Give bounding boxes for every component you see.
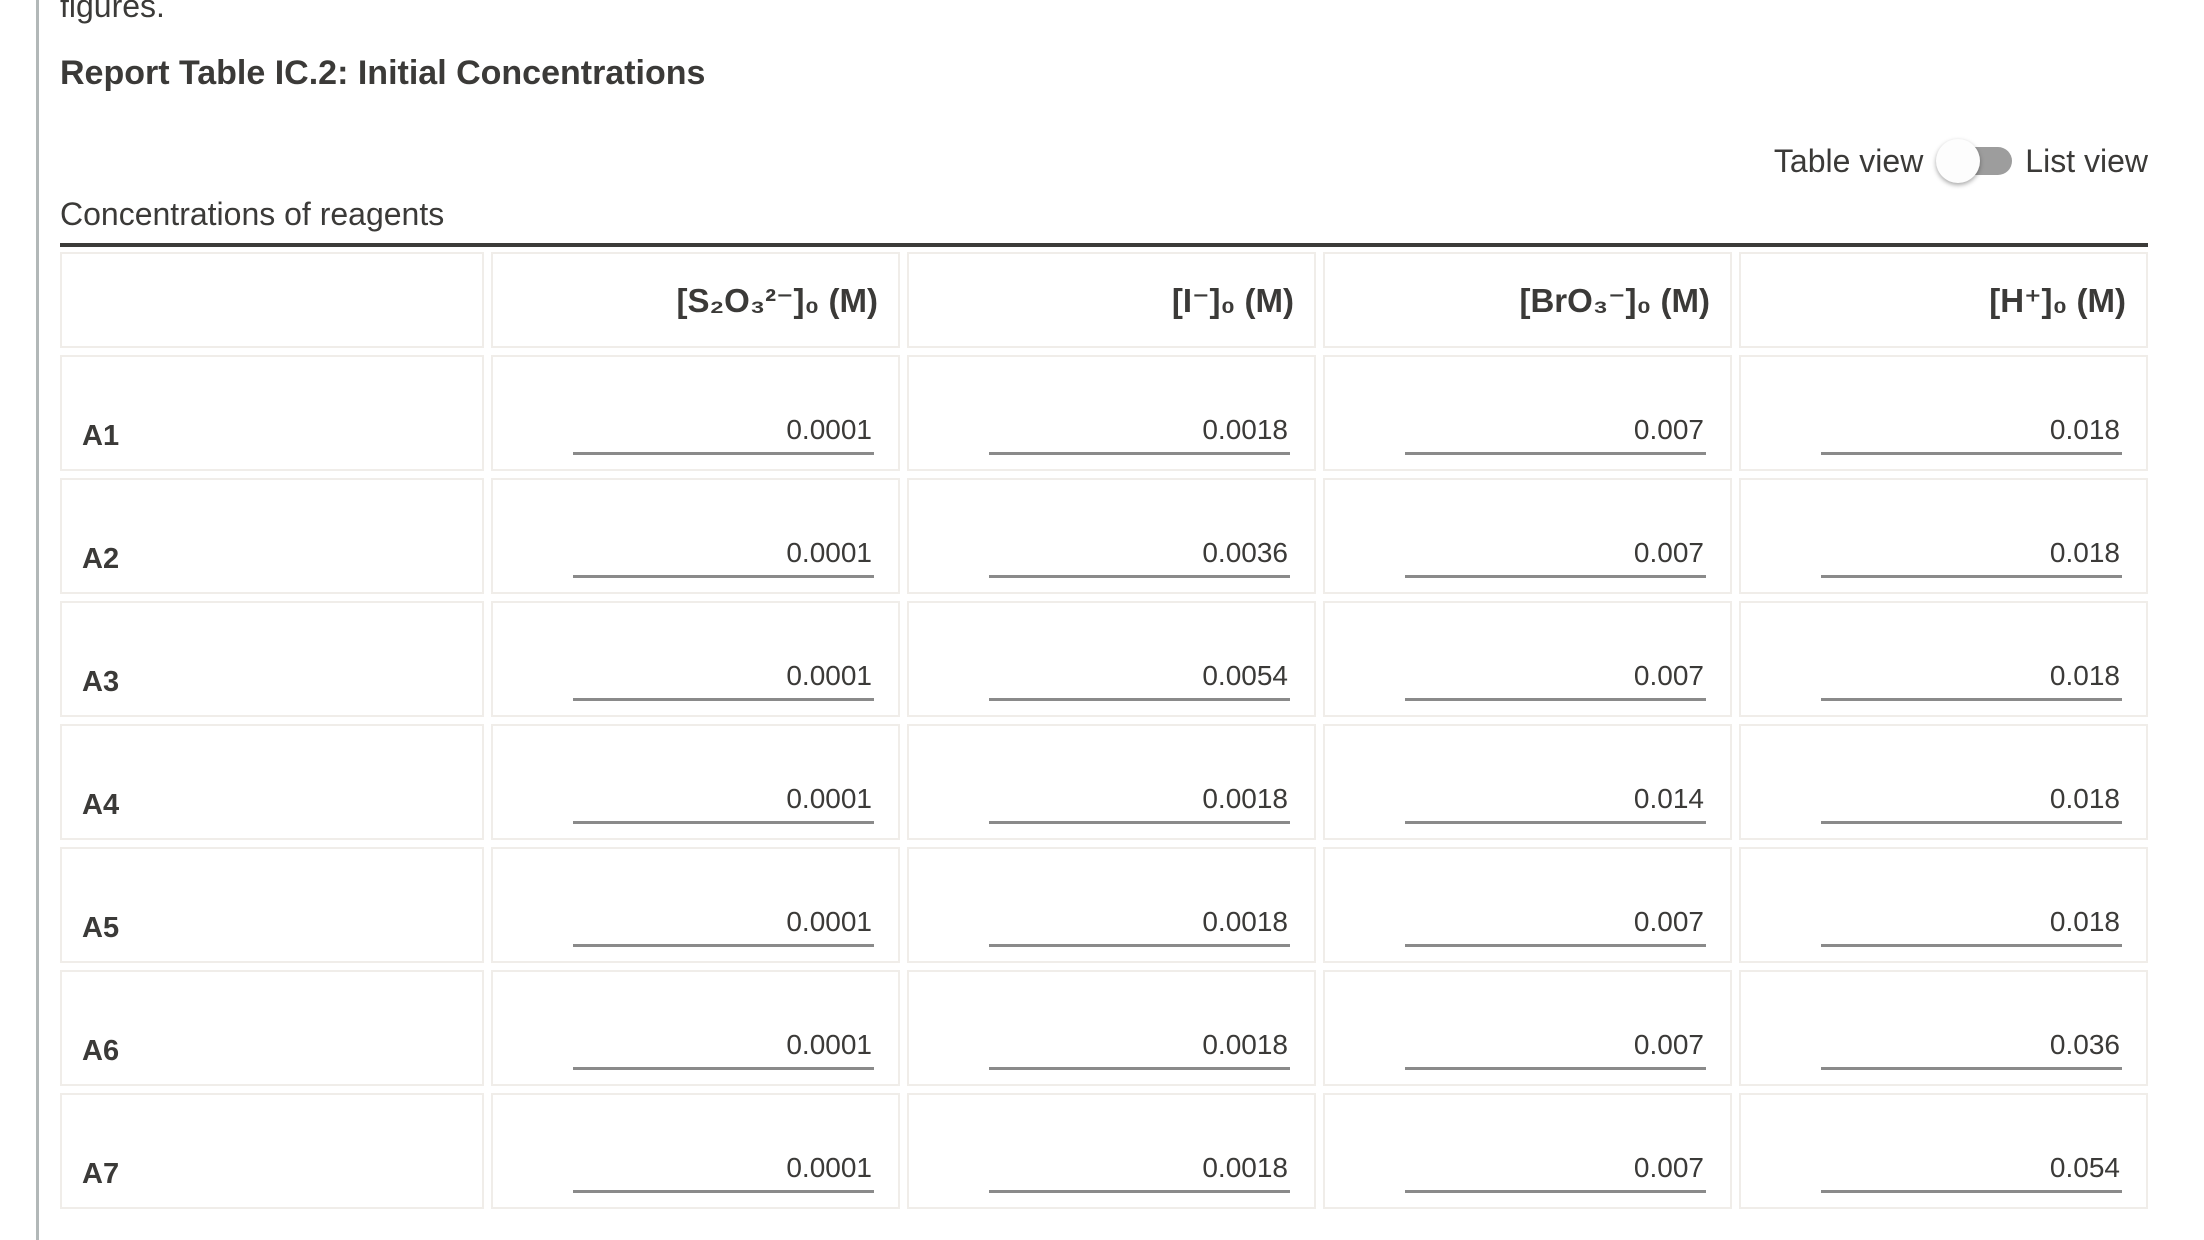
- concentration-input[interactable]: [573, 1029, 874, 1070]
- concentration-input[interactable]: [573, 660, 874, 701]
- row-label-a2: A2: [60, 478, 484, 594]
- concentration-input[interactable]: [573, 906, 874, 947]
- row-label-a4: A4: [60, 724, 484, 840]
- table-cell: [1323, 724, 1732, 840]
- row-label-a1: A1: [60, 355, 484, 471]
- concentration-input[interactable]: [989, 660, 1290, 701]
- column-header-h: [H⁺]₀ (M): [1739, 252, 2148, 348]
- switch-thumb: [1936, 139, 1981, 183]
- table-view-label: Table view: [1773, 142, 1924, 179]
- row-label-a3: A3: [60, 601, 484, 717]
- row-label-a7: A7: [60, 1093, 484, 1209]
- table-cell: [1323, 970, 1732, 1086]
- concentration-input[interactable]: [1821, 1152, 2122, 1193]
- table-cell: [1739, 478, 2148, 594]
- column-header-iodide: [I⁻]₀ (M): [907, 252, 1316, 348]
- table-cell: [1323, 847, 1732, 963]
- column-header-empty: [60, 252, 484, 348]
- concentration-input[interactable]: [1405, 783, 1706, 824]
- table-cell: [907, 970, 1316, 1086]
- concentration-input[interactable]: [1405, 906, 1706, 947]
- row-label-a5: A5: [60, 847, 484, 963]
- table-cell: [1323, 1093, 1732, 1209]
- table-cell: [907, 478, 1316, 594]
- concentration-input[interactable]: [1821, 906, 2122, 947]
- concentration-input[interactable]: [989, 537, 1290, 578]
- concentration-input[interactable]: [989, 414, 1290, 455]
- table-cell: [491, 724, 900, 840]
- concentration-input[interactable]: [1821, 414, 2122, 455]
- concentration-input[interactable]: [573, 783, 874, 824]
- table-cell: [1739, 724, 2148, 840]
- concentration-input[interactable]: [1821, 1029, 2122, 1070]
- table-cell: [491, 601, 900, 717]
- concentrations-table: [S₂O₃²⁻]₀ (M) [I⁻]₀ (M) [BrO₃⁻]₀ (M) [H⁺…: [60, 243, 2148, 1209]
- table-cell: [1739, 355, 2148, 471]
- concentration-input[interactable]: [989, 783, 1290, 824]
- row-label-a6: A6: [60, 970, 484, 1086]
- concentration-input[interactable]: [573, 1152, 874, 1193]
- table-cell: [1739, 1093, 2148, 1209]
- concentration-input[interactable]: [1821, 783, 2122, 824]
- concentration-input[interactable]: [1405, 1029, 1706, 1070]
- list-view-label: List view: [2025, 142, 2148, 179]
- table-cell: [907, 601, 1316, 717]
- concentration-input[interactable]: [1821, 537, 2122, 578]
- concentration-input[interactable]: [1405, 660, 1706, 701]
- table-cell: [1323, 478, 1732, 594]
- table-grid: [S₂O₃²⁻]₀ (M) [I⁻]₀ (M) [BrO₃⁻]₀ (M) [H⁺…: [60, 252, 2148, 1209]
- column-header-s2o3: [S₂O₃²⁻]₀ (M): [491, 252, 900, 348]
- concentration-input[interactable]: [573, 414, 874, 455]
- table-cell: [1739, 970, 2148, 1086]
- concentration-input[interactable]: [1405, 537, 1706, 578]
- table-cell: [491, 970, 900, 1086]
- concentration-input[interactable]: [989, 1152, 1290, 1193]
- table-cell: [1323, 601, 1732, 717]
- table-cell: [1739, 847, 2148, 963]
- column-header-bro3: [BrO₃⁻]₀ (M): [1323, 252, 1732, 348]
- concentration-input[interactable]: [989, 906, 1290, 947]
- table-cell: [491, 355, 900, 471]
- vertical-divider: [36, 0, 39, 1240]
- table-cell: [491, 1093, 900, 1209]
- table-cell: [907, 1093, 1316, 1209]
- concentration-input[interactable]: [1821, 660, 2122, 701]
- concentration-input[interactable]: [989, 1029, 1290, 1070]
- table-caption: Concentrations of reagents: [60, 196, 445, 232]
- table-cell: [1323, 355, 1732, 471]
- table-cell: [907, 355, 1316, 471]
- view-toggle-switch[interactable]: [1936, 139, 2013, 183]
- table-top-border: [60, 243, 2148, 247]
- concentration-input[interactable]: [1405, 414, 1706, 455]
- table-cell: [491, 847, 900, 963]
- table-cell: [1739, 601, 2148, 717]
- table-cell: [907, 847, 1316, 963]
- report-table-title: Report Table IC.2: Initial Concentration…: [60, 54, 706, 92]
- table-cell: [491, 478, 900, 594]
- concentration-input[interactable]: [1405, 1152, 1706, 1193]
- concentration-input[interactable]: [573, 537, 874, 578]
- table-cell: [907, 724, 1316, 840]
- report-section: figures. Report Table IC.2: Initial Conc…: [60, 0, 2148, 1240]
- truncated-paragraph-text: figures.: [60, 0, 165, 24]
- view-toggle: Table view List view: [1774, 138, 2148, 184]
